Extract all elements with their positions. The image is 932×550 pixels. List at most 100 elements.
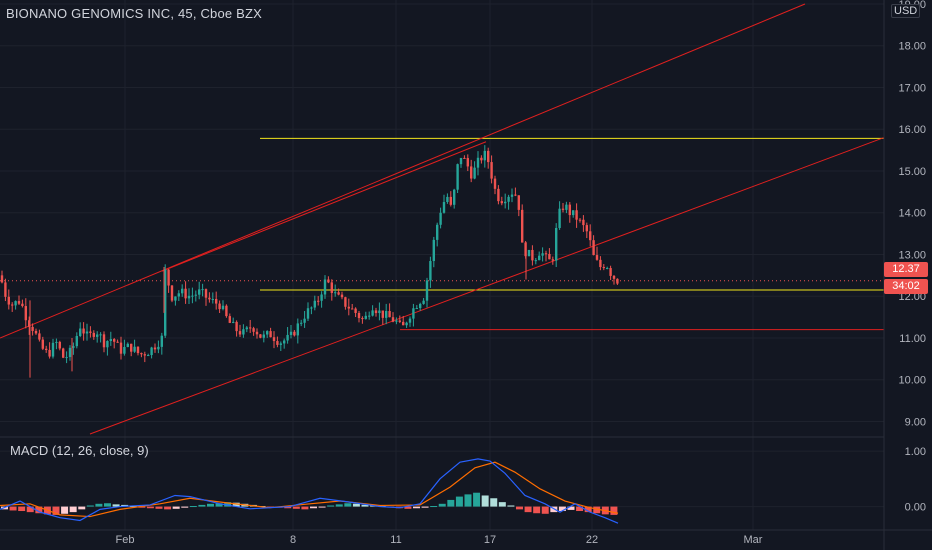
macd-histogram-bar [558,506,566,512]
macd-histogram-bar [35,506,43,514]
candle-body [313,300,316,308]
candle-body [289,331,293,335]
candle-body [419,303,422,309]
macd-tick-label: 0.00 [905,502,926,514]
candle-body [164,269,167,336]
macd-tick-label: 1.00 [905,446,926,458]
macd-histogram-bar [310,506,317,509]
candle-body [252,328,255,332]
time-axis[interactable]: Feb 8 11 17 22 Mar [116,534,763,546]
macd-indicator-label[interactable]: MACD (12, 26, close, 9) [10,443,149,458]
candle-body [344,297,347,307]
macd-pane [0,458,619,524]
candle-body [276,341,279,345]
candle-body [106,340,109,348]
candle-body [255,331,259,335]
price-axis[interactable]: 19.0018.0017.0016.0015.0014.0013.0012.00… [898,0,926,428]
candle-body [558,208,561,228]
time-tick-label: 11 [390,534,401,546]
candle-body [602,267,605,269]
candle-body [340,294,344,298]
candle-body [79,328,82,336]
candle-body [422,300,425,304]
candle-body [4,282,7,297]
macd-histogram-bar [215,503,223,507]
candle-body [381,310,384,318]
candle-body [568,204,571,216]
candle-body [402,321,405,326]
macd-histogram-bar [129,506,137,508]
candle-body [317,300,320,302]
candle-body [476,157,480,168]
candle-body [109,339,112,341]
price-tick-label: 12.00 [898,291,926,303]
candle-body [415,308,418,310]
macd-histogram-bar [112,504,120,507]
price-tick-label: 18.00 [898,41,926,53]
candle-body [480,157,483,161]
macd-histogram-bar [335,504,343,507]
candle-body [541,253,544,256]
time-tick-label: 8 [290,534,296,546]
candle-body [147,355,150,357]
candle-body [245,327,248,330]
channel-upper-line [0,3,806,339]
macd-histogram-bar [533,506,541,514]
time-tick-label: 17 [484,534,496,546]
candle-body [442,202,446,213]
channel-mid-line [161,141,487,272]
currency-label[interactable]: USD [891,4,921,18]
candle-body [398,320,401,322]
channel-lower-line [89,137,885,435]
candle-body [606,268,609,270]
macd-histogram-bar [181,506,189,508]
candle-body [391,317,395,322]
candle-body [269,331,272,338]
candle-body [283,340,286,344]
candle-body [327,279,330,283]
macd-histogram-bar [198,504,206,507]
macd-axis[interactable]: 1.00 0.00 [905,446,926,513]
candle-body [551,259,554,261]
macd-histogram-bar [352,503,360,507]
candle-body [72,346,75,348]
price-tick-label: 10.00 [898,375,926,387]
candle-body [266,331,269,335]
candle-body [31,326,34,331]
candle-body [310,307,313,309]
candle-body [24,306,27,321]
candle-body [28,320,31,327]
candle-body [306,308,310,319]
macd-histogram-bar [516,506,523,510]
trend-channel[interactable] [0,3,885,435]
candle-body [62,348,65,358]
last-price-badge: 12.37 [884,262,928,277]
candle-body [55,341,58,343]
macd-histogram-bar [464,494,472,507]
candle-body [14,301,17,306]
macd-histogram-bar [498,502,506,507]
candle-body [432,239,435,262]
candle-body [572,210,575,216]
price-tick-label: 15.00 [898,166,926,178]
macd-histogram-bar [404,506,412,509]
candle-body [565,204,568,210]
candle-body [167,269,170,286]
macd-histogram-bar [490,498,498,507]
candle-body [279,343,282,345]
candle-body [96,334,99,337]
candle-body [174,296,177,301]
candle-body [544,253,548,255]
candle-body [459,157,463,165]
candle-body [143,354,146,356]
candle-body [89,331,92,333]
candle-body [378,310,381,314]
macd-histogram-bar [52,506,60,515]
candle-body [463,157,466,159]
candle-body [7,296,10,305]
macd-histogram-bar [541,506,549,514]
candle-body [371,310,374,316]
macd-histogram-bar [61,506,69,514]
macd-histogram-bar [455,496,463,507]
